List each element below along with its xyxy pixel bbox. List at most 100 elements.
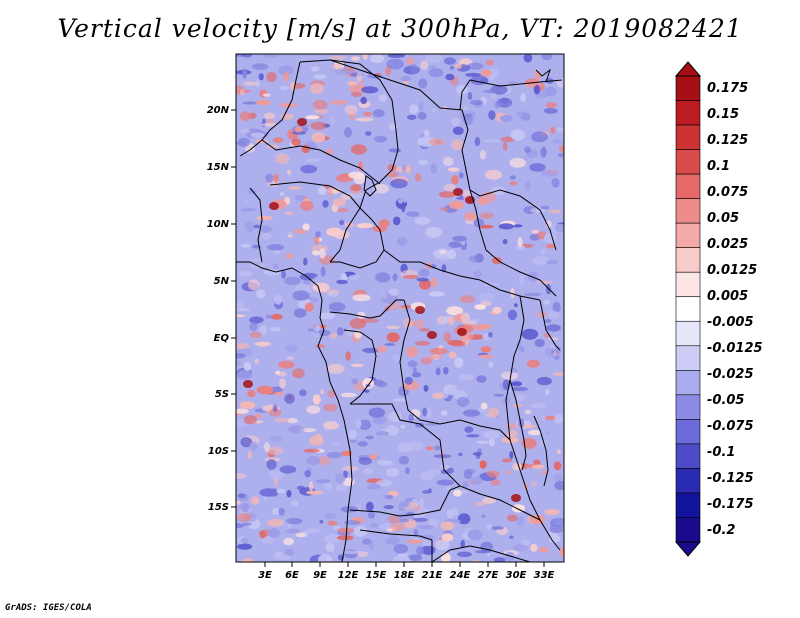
field-cell xyxy=(482,430,500,439)
field-cell xyxy=(547,337,559,341)
field-cell xyxy=(440,410,448,416)
border xyxy=(469,189,557,297)
field-cell xyxy=(485,59,495,66)
field-cell xyxy=(340,392,357,398)
field-cell xyxy=(272,137,284,144)
field-cell xyxy=(363,389,370,393)
field-cell xyxy=(422,489,431,494)
field-cell xyxy=(362,54,368,60)
field-cell xyxy=(458,373,474,381)
field-cell xyxy=(447,467,454,474)
field-cell xyxy=(283,71,290,82)
colorbar-swatch xyxy=(675,419,701,445)
field-cell xyxy=(284,548,295,556)
field-cell xyxy=(269,386,284,393)
field-cell xyxy=(458,452,463,457)
field-cell xyxy=(419,498,424,509)
field-cell xyxy=(278,507,285,516)
field-cell xyxy=(323,421,339,430)
field-cell xyxy=(405,57,415,65)
field-cell xyxy=(236,512,252,522)
colorbar-label: 0.125 xyxy=(707,133,748,148)
figure-title: Vertical velocity [m/s] at 300hPa, VT: 2… xyxy=(57,14,743,43)
field-cell xyxy=(408,554,423,561)
field-cell xyxy=(419,328,431,332)
field-cell xyxy=(502,238,508,245)
field-cell xyxy=(349,318,367,329)
lon-label: 21E xyxy=(422,570,443,581)
field-cell xyxy=(348,429,357,439)
field-cell xyxy=(310,66,320,72)
colorbar-swatch xyxy=(675,370,701,396)
field-cell xyxy=(279,465,297,474)
field-cell xyxy=(255,79,260,88)
field-cell xyxy=(388,288,399,296)
lat-label: 15S xyxy=(208,502,229,513)
field-cell xyxy=(434,445,441,451)
field-cell xyxy=(446,249,457,260)
field-cell xyxy=(530,543,538,552)
field-cell xyxy=(416,546,425,556)
field-cell xyxy=(492,306,502,314)
field-cell xyxy=(312,394,321,405)
field-cell xyxy=(428,291,445,297)
colorbar-label: -0.025 xyxy=(707,367,754,382)
field-cell xyxy=(306,490,324,495)
field-cell xyxy=(294,194,305,201)
field-cell xyxy=(239,401,256,409)
border xyxy=(299,59,557,251)
field-cell xyxy=(327,520,338,526)
field-cell xyxy=(263,441,270,452)
field-cell xyxy=(287,169,292,175)
field-cell xyxy=(397,237,408,246)
field-cell xyxy=(530,403,546,409)
field-cell xyxy=(280,113,294,120)
border xyxy=(399,299,511,441)
field-cell xyxy=(266,459,277,470)
field-cell xyxy=(292,368,305,379)
field-cell xyxy=(509,535,514,540)
colorbar-label: -0.2 xyxy=(707,523,735,538)
field-cell xyxy=(545,220,552,229)
field-cell xyxy=(425,355,444,359)
field-cell xyxy=(545,244,556,249)
field-cell xyxy=(393,544,409,554)
field-cell xyxy=(457,513,471,525)
lat-label: 10S xyxy=(208,446,229,457)
field-cell xyxy=(336,279,348,285)
field-cell xyxy=(291,131,307,135)
field-cell xyxy=(249,316,264,324)
field-cell xyxy=(512,403,524,408)
field-cell xyxy=(448,315,455,326)
field-cell xyxy=(236,343,250,349)
lat-label: 15N xyxy=(207,162,230,173)
field-cell xyxy=(256,385,274,395)
border xyxy=(239,61,301,157)
field-cell xyxy=(510,386,528,392)
field-cell xyxy=(331,64,343,69)
field-cell xyxy=(550,126,556,134)
field-cell xyxy=(325,542,336,552)
field-cell xyxy=(287,425,305,434)
field-cell xyxy=(519,346,525,353)
field-cell xyxy=(462,481,469,489)
colorbar-swatch xyxy=(675,198,701,224)
field-cell xyxy=(422,407,428,417)
field-cell xyxy=(550,517,564,528)
field-cell xyxy=(428,68,444,78)
field-cell xyxy=(263,268,281,276)
field-cell xyxy=(369,454,378,460)
field-cell xyxy=(453,489,462,497)
field-cell xyxy=(463,409,481,417)
field-cell xyxy=(524,146,531,153)
colorbar-label: -0.0125 xyxy=(707,341,763,356)
field-cell xyxy=(274,551,283,556)
field-cell xyxy=(260,233,272,240)
field-cell xyxy=(265,173,274,183)
field-cell xyxy=(410,63,418,75)
field-cell xyxy=(485,169,503,180)
field-cell xyxy=(557,153,564,158)
field-cell xyxy=(404,376,413,385)
colorbar-label: -0.075 xyxy=(707,419,754,434)
colorbar-label: -0.005 xyxy=(707,315,754,330)
